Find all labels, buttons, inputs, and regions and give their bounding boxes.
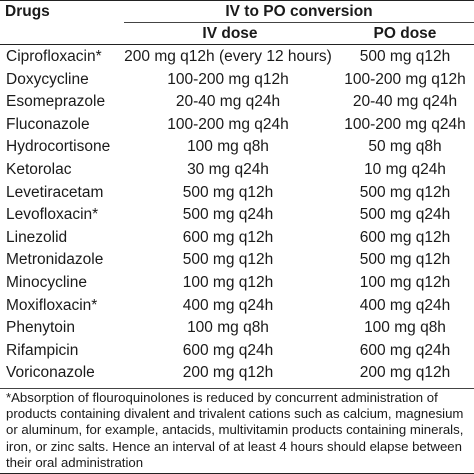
iv-dose: 400 mg q24h — [182, 296, 274, 314]
iv-dose: 100 mg q12h — [182, 273, 274, 291]
po-dose: 20-40 mg q24h — [352, 93, 458, 111]
table-row: Esomeprazole 20-40 mg q24h 20-40 mg q24h — [0, 91, 474, 114]
iv-dose: 100-200 mg q24h — [167, 115, 289, 133]
table-row: Metronidazole 500 mg q12h 500 mg q12h — [0, 249, 474, 272]
table-row: Rifampicin 600 mg q24h 600 mg q24h — [0, 340, 474, 363]
iv-dose: 200 mg q12h — [182, 364, 274, 382]
drug-name: Levetiracetam — [6, 183, 104, 201]
conversion-underline — [124, 22, 474, 23]
table-row: Ketorolac 30 mg q24h 10 mg q24h — [0, 159, 474, 182]
table-row: Voriconazole 200 mg q12h 200 mg q12h — [0, 362, 474, 385]
table-body: Ciprofloxacin* 200 mg q12h (every 12 hour… — [0, 46, 474, 385]
drug-name: Linezolid — [6, 228, 68, 246]
header-drugs: Drugs — [5, 3, 50, 20]
table-row: Fluconazole 100-200 mg q24h 100-200 mg q24… — [0, 114, 474, 137]
iv-dose: 600 mg q24h — [182, 341, 274, 359]
po-dose: 500 mg q12h — [359, 48, 451, 65]
po-dose: 600 mg q12h — [359, 228, 451, 246]
drug-name: Moxifloxacin* — [6, 296, 98, 314]
header-iv-dose: IV dose — [202, 25, 258, 42]
table-row: Ciprofloxacin* 200 mg q12h (every 12 hour… — [0, 46, 474, 69]
table-row: Hydrocortisone 100 mg q8h 50 mg q8h — [0, 136, 474, 159]
po-dose: 100-200 mg q12h — [344, 70, 466, 88]
iv-dose: 500 mg q24h — [182, 206, 274, 224]
drug-name: Esomeprazole — [6, 93, 106, 111]
header-row-2: IV dose PO dose — [0, 22, 474, 44]
table-row: Doxycycline 100-200 mg q12h 100-200 mg q12… — [0, 69, 474, 92]
table-row: Minocycline 100 mg q12h 100 mg q12h — [0, 272, 474, 295]
drug-name: Metronidazole — [6, 251, 104, 269]
header-row-1: Drugs IV to PO conversion — [0, 0, 474, 22]
top-rule — [0, 0, 474, 1]
table-row: Levetiracetam 500 mg q12h 500 mg q12h — [0, 182, 474, 205]
drug-name: Rifampicin — [6, 341, 79, 359]
iv-dose: 100 mg q8h — [187, 138, 269, 156]
iv-dose: 200 mg q12h (every 12 hours) — [124, 48, 332, 65]
iv-dose: 600 mg q12h — [182, 228, 274, 246]
header-bottom-rule — [0, 44, 474, 45]
drug-name: Fluconazole — [6, 115, 90, 133]
iv-dose: 20-40 mg q24h — [175, 93, 281, 111]
po-dose: 10 mg q24h — [364, 160, 446, 178]
drug-name: Hydrocortisone — [6, 138, 111, 156]
drug-name: Ketorolac — [6, 160, 72, 178]
po-dose: 500 mg q12h — [359, 251, 451, 269]
iv-dose: 100-200 mg q12h — [167, 70, 289, 88]
footnote: *Absorption of flouroquinolones is reduc… — [6, 390, 464, 470]
drug-name: Minocycline — [6, 273, 87, 291]
iv-dose: 500 mg q12h — [182, 251, 274, 269]
table-row: Moxifloxacin* 400 mg q24h 400 mg q24h — [0, 295, 474, 318]
po-dose: 100 mg q12h — [359, 273, 451, 291]
po-dose: 400 mg q24h — [359, 296, 451, 314]
table-row: Phenytoin 100 mg q8h 100 mg q8h — [0, 317, 474, 340]
drug-name: Voriconazole — [6, 364, 95, 382]
iv-dose: 100 mg q8h — [187, 319, 269, 337]
iv-dose: 500 mg q12h — [182, 183, 274, 201]
table-row: Levofloxacin* 500 mg q24h 500 mg q24h — [0, 204, 474, 227]
po-dose: 500 mg q12h — [359, 183, 451, 201]
table-row: Linezolid 600 mg q12h 600 mg q12h — [0, 227, 474, 250]
po-dose: 500 mg q24h — [359, 206, 451, 224]
po-dose: 100 mg q8h — [364, 319, 446, 337]
iv-dose: 30 mg q24h — [187, 160, 269, 178]
drug-name: Ciprofloxacin* — [6, 48, 102, 65]
po-dose: 100-200 mg q24h — [344, 115, 466, 133]
po-dose: 600 mg q24h — [359, 341, 451, 359]
po-dose: 200 mg q12h — [359, 364, 451, 382]
footnote-rule — [0, 388, 474, 389]
header-conversion: IV to PO conversion — [225, 3, 373, 20]
header-po-dose: PO dose — [373, 25, 437, 42]
drug-name: Doxycycline — [6, 70, 89, 88]
po-dose: 50 mg q8h — [368, 138, 442, 156]
drug-name: Phenytoin — [6, 319, 75, 337]
drug-name: Levofloxacin* — [6, 206, 99, 224]
